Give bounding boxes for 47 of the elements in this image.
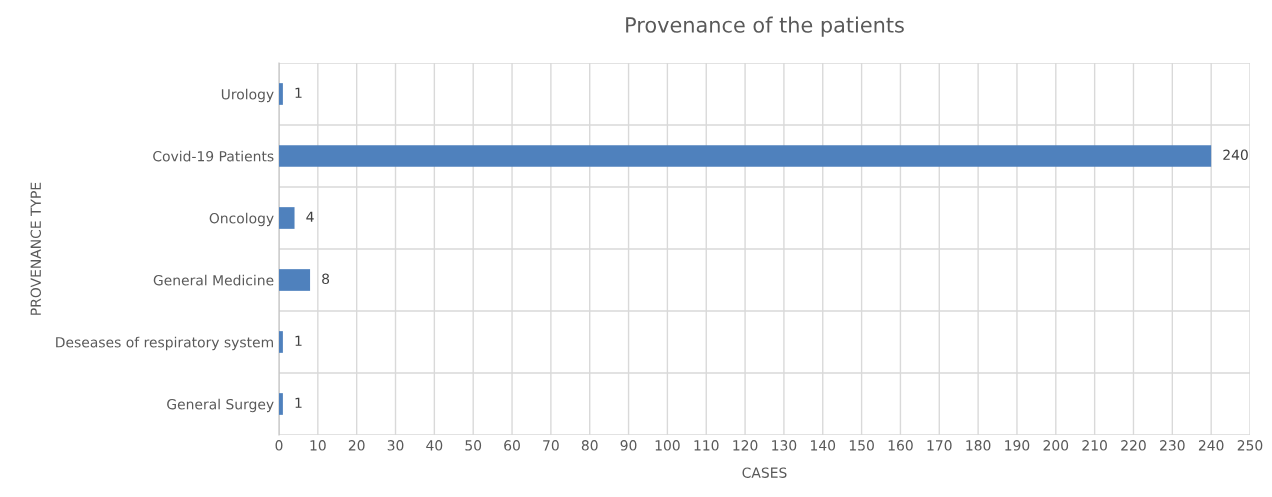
x-tick-label: 0 — [275, 440, 283, 451]
data-label: 1 — [295, 335, 302, 346]
data-label: 240 — [1223, 149, 1248, 161]
x-tick-label: 40 — [426, 440, 443, 451]
x-tick-label: 170 — [927, 440, 952, 451]
y-tick-label: Deseases of respiratory system — [56, 336, 273, 351]
bar — [279, 83, 283, 105]
x-tick-label: 200 — [1043, 440, 1069, 451]
y-tick-label: General Medicine — [153, 274, 274, 286]
y-tick-label: Oncology — [209, 212, 274, 227]
x-tick-label: 210 — [1082, 440, 1107, 451]
x-tick-label: 220 — [1121, 440, 1146, 451]
x-tick-label: 70 — [543, 440, 559, 451]
x-axis-title: CASES — [742, 467, 787, 478]
y-axis-title: PROVENANCE TYPE — [30, 182, 41, 315]
chart-title: Provenance of the patients — [626, 16, 904, 37]
bar — [279, 145, 1212, 167]
x-tick-label: 120 — [733, 440, 758, 451]
x-tick-label: 140 — [811, 440, 836, 451]
x-tick-label: 100 — [655, 440, 680, 451]
bar — [279, 207, 295, 229]
x-tick-label: 30 — [387, 440, 404, 451]
data-label: 1 — [295, 87, 302, 98]
x-tick-label: 110 — [694, 440, 719, 451]
x-tick-label: 150 — [849, 440, 874, 451]
data-label: 1 — [295, 397, 302, 408]
bar — [279, 393, 283, 415]
x-tick-label: 20 — [348, 440, 365, 451]
y-tick-label: Urology — [221, 88, 274, 103]
x-tick-label: 80 — [581, 440, 598, 451]
x-tick-label: 90 — [620, 440, 637, 451]
x-tick-label: 160 — [888, 440, 913, 451]
y-tick-label: Covid-19 Patients — [153, 150, 274, 162]
x-tick-label: 180 — [966, 440, 991, 451]
x-tick-label: 230 — [1160, 440, 1185, 451]
x-tick-label: 130 — [772, 440, 797, 451]
y-tick-label: General Surgey — [167, 398, 274, 413]
x-tick-label: 240 — [1198, 440, 1224, 451]
x-tick-label: 50 — [465, 440, 482, 451]
bar — [279, 331, 283, 353]
data-label: 4 — [306, 211, 314, 222]
bar — [279, 269, 311, 291]
x-tick-label: 10 — [310, 440, 326, 451]
data-label: 8 — [322, 273, 330, 285]
x-tick-label: 190 — [1005, 440, 1030, 451]
x-tick-label: 250 — [1237, 440, 1263, 451]
x-tick-label: 60 — [504, 440, 520, 451]
